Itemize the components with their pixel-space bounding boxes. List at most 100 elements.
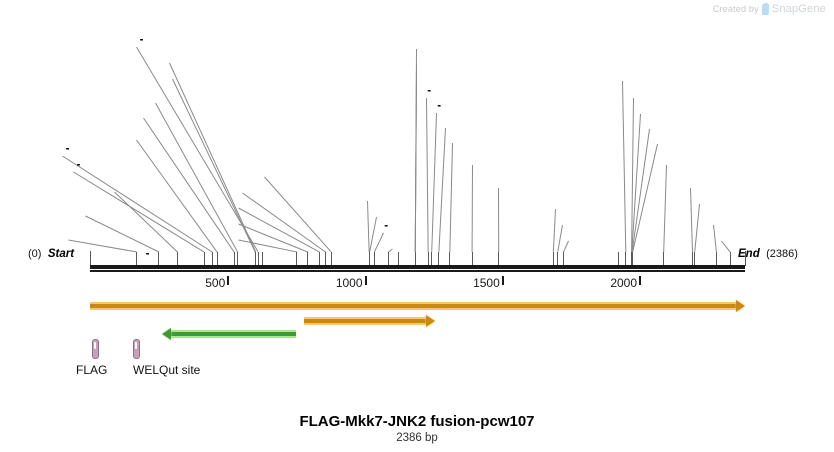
enzyme-label-btgincoi[interactable]: - [130, 34, 147, 46]
enzyme-label-bseri[interactable] [450, 130, 456, 142]
enzyme-label-xbai[interactable] [553, 196, 559, 208]
feature-arrow-body [90, 304, 736, 308]
enzyme-label-bstapi[interactable] [443, 115, 449, 127]
ruler-label: 1500 [473, 276, 500, 290]
enzyme-label-xhoi[interactable] [414, 36, 420, 48]
enzyme-label-nrui[interactable] [232, 227, 238, 239]
enzyme-label-hincii[interactable] [232, 195, 238, 207]
enzyme-label-bamhi[interactable] [470, 152, 476, 164]
enzyme-name-separator: - [136, 34, 147, 46]
enzyme-name-separator: - [73, 159, 84, 171]
enzyme-leader-line [73, 171, 205, 253]
enzyme-label-bcivi[interactable] [697, 191, 703, 203]
enzyme-label-zrai[interactable] [166, 66, 172, 78]
end-caption: End (2386) [738, 248, 798, 260]
enzyme-site-tick [255, 252, 257, 266]
enzyme-site-tick [471, 252, 473, 266]
enzyme-label-sapibspqi[interactable]: - [381, 220, 398, 232]
enzyme-label-pluti[interactable] [655, 131, 661, 143]
enzyme-label-acci[interactable] [719, 228, 725, 240]
feature-arrow-head [426, 315, 436, 327]
enzyme-leader-line [431, 112, 437, 253]
feature-arrow-head [736, 300, 745, 312]
enzyme-site-tick [296, 252, 298, 266]
enzyme-label-pciiafliii[interactable]: - [136, 248, 153, 260]
enzyme-site-tick [694, 252, 696, 266]
enzyme-label-mmei[interactable] [232, 211, 238, 223]
site-marker-nick [135, 342, 137, 349]
enzyme-leader-line [373, 232, 384, 253]
enzyme-label-bsrdi[interactable] [130, 127, 136, 139]
enzyme-label-psti[interactable] [108, 179, 114, 191]
enzyme-label-mfei[interactable] [496, 175, 502, 187]
enzyme-label-aatii[interactable] [163, 50, 169, 62]
enzyme-label-scai[interactable] [149, 90, 155, 102]
enzyme-site-tick [625, 252, 627, 266]
enzyme-site-tick [203, 252, 205, 266]
enzyme-site-tick [216, 252, 218, 266]
enzyme-label-speitaqii[interactable]: - [434, 100, 451, 112]
enzyme-label-pflfitth111i[interactable]: - [424, 85, 441, 97]
enzyme-label-bcli[interactable] [664, 152, 670, 164]
enzyme-leader-line [449, 142, 453, 253]
enzyme-label-btsibtsai[interactable]: - [67, 159, 84, 171]
watermark-brand: SnapGene [771, 3, 826, 15]
enzyme-label-pflmi[interactable] [79, 203, 85, 215]
end-endbar [745, 251, 746, 266]
sequence-backbone[interactable] [90, 265, 745, 269]
enzyme-label-nari[interactable] [638, 101, 644, 113]
enzyme-label-apali[interactable] [613, 250, 619, 262]
enzyme-label-tsoi[interactable] [560, 212, 566, 224]
enzyme-label-bglii[interactable] [711, 212, 717, 224]
enzyme-leader-line [367, 200, 370, 253]
enzyme-leader-line [563, 240, 569, 253]
enzyme-site-tick [715, 252, 717, 266]
watermark-prefix: Created by [712, 4, 759, 14]
enzyme-label-kasi[interactable] [631, 85, 637, 97]
enzyme-label-asei[interactable] [566, 228, 572, 240]
end-position: (2386) [766, 248, 798, 260]
ruler-label: 1000 [335, 276, 363, 290]
enzyme-label-ahdi[interactable] [390, 236, 396, 248]
site-marker[interactable] [133, 339, 140, 359]
enzyme-label-drdi[interactable] [365, 188, 371, 200]
enzyme-label-bspeibsawi[interactable]: - [56, 143, 73, 155]
enzyme-label-sfoi[interactable] [647, 116, 653, 128]
enzyme-name-separator: - [381, 220, 392, 232]
ruler-tick [501, 276, 504, 285]
enzyme-label-bpuei[interactable] [137, 105, 143, 117]
enzyme-site-tick [398, 252, 399, 266]
enzyme-site-tick [631, 252, 633, 266]
feature-arrow-insert-span[interactable] [304, 315, 436, 327]
enzyme-site-tick [318, 252, 320, 266]
enzyme-leader-line [426, 97, 429, 252]
enzyme-leader-line [713, 224, 717, 253]
enzyme-leader-line [557, 224, 563, 253]
enzyme-site-tick [324, 252, 326, 266]
enzyme-site-tick [330, 252, 332, 266]
enzyme-label-bsaai[interactable] [620, 68, 626, 80]
enzyme-label-pfoi[interactable] [688, 175, 694, 187]
enzyme-leader-line [238, 239, 298, 253]
enzyme-label-msci[interactable] [62, 227, 68, 239]
feature-arrow-cds-reverse[interactable] [162, 328, 296, 340]
enzyme-leader-line [438, 127, 446, 253]
enzyme-site-tick [729, 252, 731, 266]
enzyme-site-tick [692, 252, 694, 266]
start-position: (0) [28, 248, 42, 260]
enzyme-site-tick [388, 252, 390, 266]
enzyme-label-bsai[interactable] [398, 250, 404, 262]
enzyme-name-separator: - [434, 100, 445, 112]
enzyme-leader-line [85, 215, 160, 253]
feature-arrow-backbone-span[interactable] [90, 300, 745, 312]
enzyme-label-draiii[interactable] [236, 180, 242, 192]
enzyme-label-bgli[interactable] [258, 164, 264, 176]
enzyme-site-tick [438, 252, 440, 266]
page-subtitle: 2386 bp [396, 432, 438, 444]
enzyme-site-tick [177, 252, 179, 266]
enzyme-label-ppumi[interactable] [374, 204, 380, 216]
enzyme-leader-line [114, 191, 178, 253]
start-label: Start [47, 248, 75, 260]
site-marker[interactable] [92, 339, 99, 359]
